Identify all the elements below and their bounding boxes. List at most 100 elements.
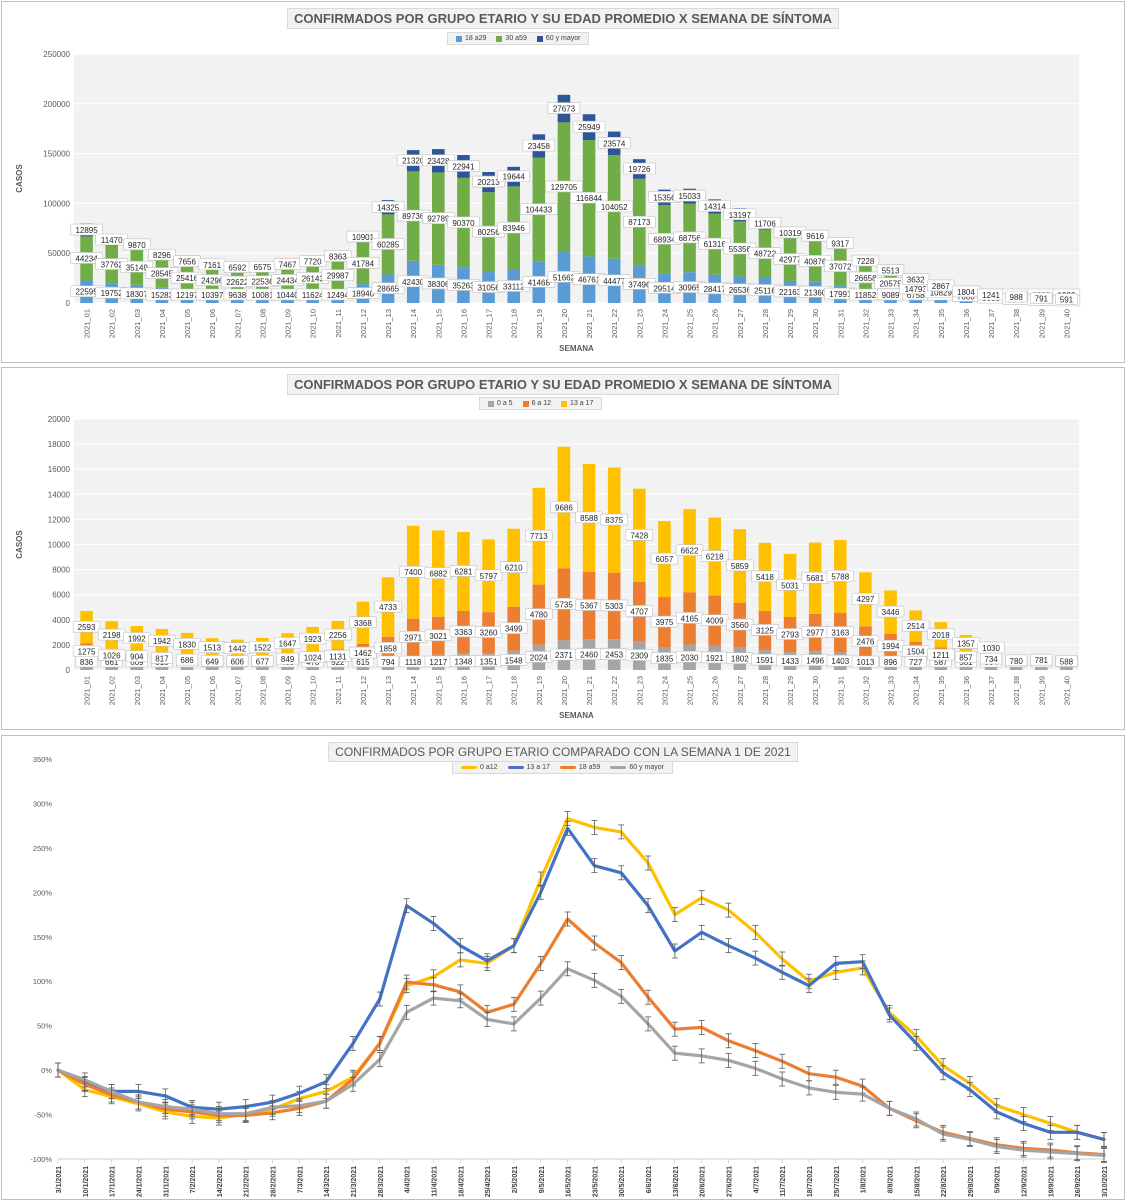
legend-label: 60 y mayor <box>545 35 581 42</box>
data-label: 41468 <box>528 278 551 287</box>
data-label: 1403 <box>831 657 849 666</box>
data-label: 6210 <box>505 564 523 573</box>
data-label-box <box>826 626 855 638</box>
data-label: 2453 <box>605 651 623 660</box>
data-label: 7467 <box>279 261 297 270</box>
y-tick-label: 0 <box>66 299 71 308</box>
bar-chart-2: 0 2000 4000 6000 8000 10000 12000 14000 16000 180… <box>15 415 1079 720</box>
data-label: 10319 <box>779 229 802 238</box>
x-tick-label: 7/3/2021 <box>297 1166 304 1193</box>
data-label: 4009 <box>706 617 724 626</box>
data-label-box <box>776 579 804 591</box>
data-label: 60285 <box>377 240 400 249</box>
data-label: 10440 <box>276 291 299 300</box>
bar-segment <box>256 665 269 670</box>
data-label: 22595 <box>75 288 98 297</box>
data-label: 1548 <box>505 656 523 665</box>
data-label-box <box>927 628 955 641</box>
data-label: 15356 <box>653 193 676 202</box>
legend-item: 60 y mayor <box>536 35 581 42</box>
x-tick-label: 2021_26 <box>711 309 720 338</box>
data-label-box <box>276 652 299 665</box>
data-label: 1442 <box>228 645 246 654</box>
data-label: 6218 <box>706 553 724 562</box>
x-tick-label: 2021_05 <box>183 676 192 705</box>
data-label: 3975 <box>656 618 674 627</box>
x-tick-label: 30/5/2021 <box>619 1166 626 1197</box>
data-label: 20575 <box>879 280 902 289</box>
data-label: 5303 <box>605 602 623 611</box>
data-label-box <box>499 622 528 634</box>
data-label: 14314 <box>704 202 727 211</box>
x-tick-label: 2021_18 <box>510 309 519 338</box>
data-label-box <box>623 162 656 175</box>
x-tick-label: 2021_32 <box>861 309 870 338</box>
data-label: 1923 <box>304 635 322 644</box>
data-label: 25949 <box>578 123 601 132</box>
x-tick-label: 28/2/2021 <box>271 1166 278 1197</box>
data-label-box <box>324 628 352 641</box>
x-tick-label: 2021_28 <box>761 309 770 338</box>
data-label-box <box>447 160 480 172</box>
data-label: 4165 <box>681 614 699 623</box>
x-tick-label: 14/2/2021 <box>217 1166 224 1197</box>
bar-segment <box>231 665 244 670</box>
data-label: 90370 <box>452 219 475 228</box>
x-tick-label: 2021_14 <box>409 309 418 338</box>
data-label-box <box>600 513 628 526</box>
x-tick-label: 2021_11 <box>334 676 343 705</box>
y-tick-label: 200% <box>33 888 53 897</box>
x-tick-label: 5/9/2021 <box>995 1166 1002 1193</box>
chart-panel-3: CONFIRMADOS POR GRUPO ETARIO COMPARADO C… <box>1 735 1125 1200</box>
data-label: 606 <box>231 658 245 667</box>
data-label-box <box>346 230 380 243</box>
data-label-box <box>801 229 829 242</box>
data-label: 1504 <box>907 647 925 656</box>
data-label: 988 <box>1010 293 1024 302</box>
legend-label: 60 y mayor <box>629 764 664 771</box>
data-label-box <box>148 248 176 261</box>
data-label-box <box>1030 292 1053 305</box>
x-tick-label: 1/8/2021 <box>861 1166 868 1193</box>
data-label: 615 <box>356 658 370 667</box>
chart-title: CONFIRMADOS POR GRUPO ETARIO Y SU EDAD P… <box>286 374 840 395</box>
data-label: 2198 <box>103 631 121 640</box>
data-label-box <box>547 102 581 114</box>
data-label: 2309 <box>630 652 648 661</box>
data-label: 29514 <box>653 284 676 293</box>
legend-label: 6 a 12 <box>531 400 552 407</box>
x-tick-label: 2/5/2021 <box>512 1166 519 1193</box>
bar-segment <box>1009 665 1023 670</box>
data-label: 8296 <box>153 251 171 260</box>
data-label: 1433 <box>781 657 799 666</box>
x-tick-label: 2021_19 <box>535 309 544 338</box>
data-label: 21320 <box>402 157 425 166</box>
data-label: 2476 <box>857 638 875 647</box>
y-tick-label: 18000 <box>48 440 71 449</box>
x-tick-label: 2021_17 <box>485 676 494 705</box>
data-label: 17991 <box>829 290 852 299</box>
x-tick-label: 2021_24 <box>660 676 669 705</box>
data-label: 2371 <box>555 651 573 660</box>
data-label: 1275 <box>78 648 96 657</box>
legend-label: 13 a 17 <box>570 400 594 407</box>
data-label: 19752 <box>101 289 124 298</box>
data-label: 27673 <box>553 105 576 114</box>
x-tick-label: 23/5/2021 <box>592 1166 599 1197</box>
data-label: 2030 <box>681 653 699 662</box>
x-tick-label: 2021_25 <box>686 309 695 338</box>
legend-item: 13 a 17 <box>561 400 593 407</box>
data-label: 6622 <box>681 547 699 556</box>
data-label-box <box>826 237 855 249</box>
x-tick-label: 22/8/2021 <box>941 1166 948 1197</box>
data-label: 12494 <box>327 291 350 300</box>
data-label: 19644 <box>503 173 526 182</box>
data-label: 588 <box>1060 657 1074 666</box>
data-label: 116844 <box>576 194 603 203</box>
y-tick-label: 250000 <box>43 50 70 59</box>
data-label: 23458 <box>528 142 551 151</box>
data-label: 1858 <box>379 644 397 653</box>
x-tick-label: 2021_39 <box>1037 676 1046 705</box>
data-label-box <box>595 200 634 213</box>
x-tick-label: 2021_39 <box>1037 309 1046 338</box>
